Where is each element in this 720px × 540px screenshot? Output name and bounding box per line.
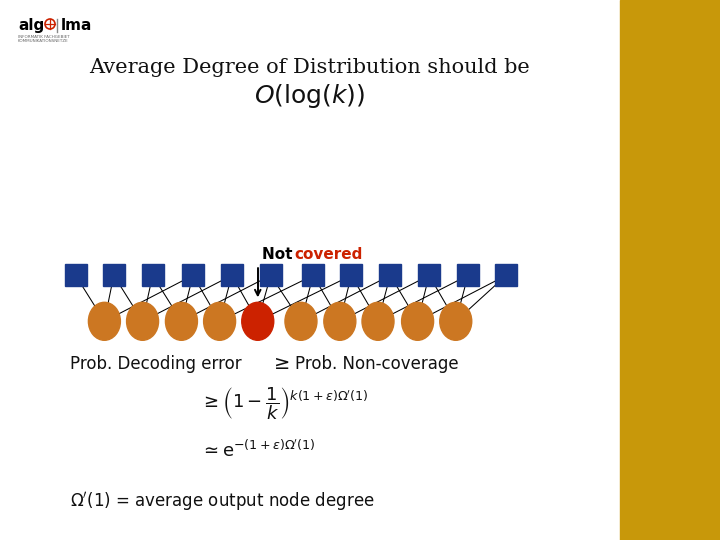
Bar	[302, 265, 324, 286]
Text: INFORMATIK FACHGEBIET: INFORMATIK FACHGEBIET	[18, 35, 70, 39]
Ellipse shape	[242, 302, 274, 340]
Text: lma: lma	[61, 18, 92, 33]
Ellipse shape	[89, 302, 120, 340]
Bar	[142, 265, 163, 286]
Text: $\simeq \mathrm{e}^{-(1+\varepsilon)\Omega'(1)}$: $\simeq \mathrm{e}^{-(1+\varepsilon)\Ome…	[200, 440, 315, 461]
Text: KOMMUNIKATIONSNETZE: KOMMUNIKATIONSNETZE	[18, 39, 68, 43]
Text: Average Degree of Distribution should be: Average Degree of Distribution should be	[89, 58, 530, 77]
Bar	[418, 265, 440, 286]
Bar	[620, 0, 720, 540]
Bar	[457, 265, 479, 286]
Bar	[379, 265, 401, 286]
Ellipse shape	[166, 302, 197, 340]
Bar	[495, 265, 517, 286]
Ellipse shape	[440, 302, 472, 340]
Bar	[221, 265, 243, 286]
Bar	[103, 265, 125, 286]
Ellipse shape	[402, 302, 433, 340]
Text: $\geq \left(1 - \dfrac{1}{k}\right)^{k(1+\varepsilon)\Omega'(1)}$: $\geq \left(1 - \dfrac{1}{k}\right)^{k(1…	[200, 385, 369, 422]
Bar	[182, 265, 204, 286]
Bar	[65, 265, 86, 286]
Text: $\Omega'(1)$ = average output node degree: $\Omega'(1)$ = average output node degre…	[70, 490, 374, 513]
Text: $\geq$: $\geq$	[270, 354, 290, 373]
Ellipse shape	[324, 302, 356, 340]
Text: Prob. Non-coverage: Prob. Non-coverage	[295, 355, 459, 373]
Ellipse shape	[285, 302, 317, 340]
Text: covered: covered	[294, 247, 363, 262]
Text: $O(\log(k))$: $O(\log(k))$	[254, 82, 365, 110]
Bar	[260, 265, 282, 286]
Text: alg: alg	[18, 18, 44, 33]
Text: Not: Not	[262, 247, 297, 262]
Ellipse shape	[127, 302, 158, 340]
Ellipse shape	[362, 302, 394, 340]
Bar	[341, 265, 362, 286]
Text: Prob. Decoding error: Prob. Decoding error	[70, 355, 242, 373]
Ellipse shape	[204, 302, 235, 340]
